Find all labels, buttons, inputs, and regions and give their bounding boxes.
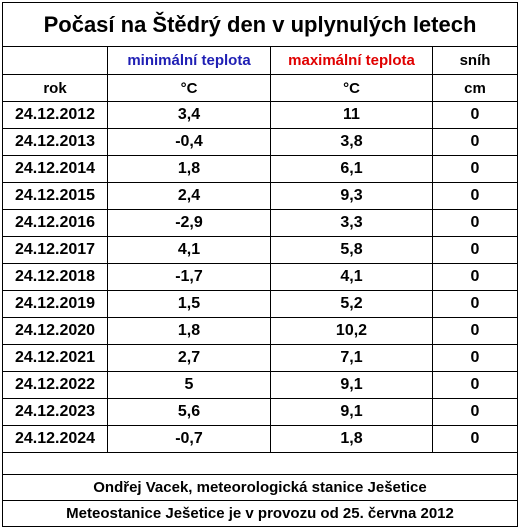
value-cell: 0	[433, 372, 518, 399]
value-cell: 0	[433, 183, 518, 210]
header-unit: °C	[271, 75, 433, 102]
value-cell: 11	[271, 102, 433, 129]
value-cell: 3,4	[108, 102, 271, 129]
value-cell: 0	[433, 102, 518, 129]
value-cell: 0	[433, 345, 518, 372]
value-cell: 5,2	[271, 291, 433, 318]
date-cell: 24.12.2014	[3, 156, 108, 183]
value-cell: 5,8	[271, 237, 433, 264]
date-cell: 24.12.2016	[3, 210, 108, 237]
value-cell: 4,1	[108, 237, 271, 264]
value-cell: 4,1	[271, 264, 433, 291]
date-cell: 24.12.2012	[3, 102, 108, 129]
value-cell: -2,9	[108, 210, 271, 237]
value-cell: 3,8	[271, 129, 433, 156]
date-cell: 24.12.2021	[3, 345, 108, 372]
value-cell: 0	[433, 210, 518, 237]
value-cell: 3,3	[271, 210, 433, 237]
value-cell: 5	[108, 372, 271, 399]
value-cell: 0	[433, 264, 518, 291]
header-unit: cm	[433, 75, 518, 102]
date-cell: 24.12.2013	[3, 129, 108, 156]
value-cell: 9,3	[271, 183, 433, 210]
footer-line: Ondřej Vacek, meteorologická stanice Ješ…	[3, 475, 518, 501]
value-cell: 0	[433, 426, 518, 453]
date-cell: 24.12.2017	[3, 237, 108, 264]
value-cell: 9,1	[271, 399, 433, 426]
empty-row	[3, 453, 518, 475]
header-snow: sníh	[433, 47, 518, 75]
value-cell: 0	[433, 156, 518, 183]
value-cell: 0	[433, 399, 518, 426]
value-cell: -0,4	[108, 129, 271, 156]
value-cell: 0	[433, 237, 518, 264]
value-cell: 1,8	[108, 156, 271, 183]
header-max: maximální teplota	[271, 47, 433, 75]
value-cell: 2,4	[108, 183, 271, 210]
value-cell: -0,7	[108, 426, 271, 453]
value-cell: 1,5	[108, 291, 271, 318]
value-cell: 0	[433, 291, 518, 318]
date-cell: 24.12.2020	[3, 318, 108, 345]
value-cell: 2,7	[108, 345, 271, 372]
date-cell: 24.12.2023	[3, 399, 108, 426]
value-cell: 7,1	[271, 345, 433, 372]
header-unit: rok	[3, 75, 108, 102]
value-cell: 0	[433, 318, 518, 345]
date-cell: 24.12.2022	[3, 372, 108, 399]
value-cell: 6,1	[271, 156, 433, 183]
footer-line: Meteostanice Ješetice je v provozu od 25…	[3, 501, 518, 527]
empty-cell	[3, 47, 108, 75]
header-unit: °C	[108, 75, 271, 102]
value-cell: 10,2	[271, 318, 433, 345]
date-cell: 24.12.2015	[3, 183, 108, 210]
header-min: minimální teplota	[108, 47, 271, 75]
value-cell: 9,1	[271, 372, 433, 399]
date-cell: 24.12.2024	[3, 426, 108, 453]
value-cell: 1,8	[271, 426, 433, 453]
title: Počasí na Štědrý den v uplynulých letech	[3, 3, 518, 47]
value-cell: 0	[433, 129, 518, 156]
value-cell: 5,6	[108, 399, 271, 426]
value-cell: 1,8	[108, 318, 271, 345]
date-cell: 24.12.2018	[3, 264, 108, 291]
date-cell: 24.12.2019	[3, 291, 108, 318]
value-cell: -1,7	[108, 264, 271, 291]
